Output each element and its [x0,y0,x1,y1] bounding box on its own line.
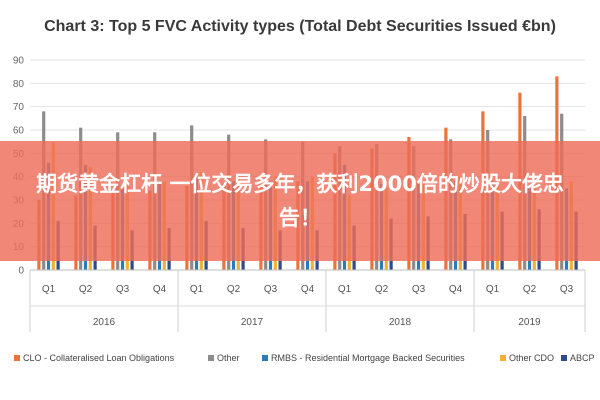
x-group-label: 2019 [518,317,541,328]
x-tick-label: Q4 [449,284,463,295]
legend-entry: ABCP [570,353,595,363]
x-tick-label: Q2 [227,284,241,295]
promo-banner-text: 期货黄金杠杆 一位交易多年，获利2000倍的炒股大佬忠告！ [36,172,564,230]
x-tick-label: Q1 [338,284,352,295]
legend-entry: RMBS - Residential Mortgage Backed Secur… [271,353,465,363]
x-group-label: 2018 [389,317,412,328]
x-tick-label: Q3 [560,284,574,295]
legend: CLO - Collateralised Loan Obligations Oth… [14,353,595,363]
x-tick-label: Q1 [486,284,500,295]
x-tick-label: Q4 [301,284,315,295]
legend-swatch [500,355,506,361]
legend-entry: CLO - Collateralised Loan Obligations [23,353,175,363]
x-tick-label: Q3 [116,284,130,295]
chart-title: Chart 3: Top 5 FVC Activity types (Total… [44,18,556,35]
x-group-label: 2016 [93,317,116,328]
x-tick-label: Q1 [42,284,56,295]
x-group-label: 2017 [241,317,264,328]
x-tick-label: Q4 [153,284,167,295]
x-axis: Q1 Q2 Q3 Q4 Q1 Q2 Q3 Q4 Q1 Q2 Q3 Q4 Q1 Q2 Q3 2016 2017 20… [29,269,586,332]
y-tick-label: 80 [13,79,25,90]
y-tick-label: 60 [13,126,25,137]
x-tick-label: Q2 [523,284,537,295]
legend-swatch [208,355,214,361]
x-tick-label: Q3 [412,284,426,295]
y-tick-label: 0 [18,266,24,277]
promo-banner[interactable]: 期货黄金杠杆 一位交易多年，获利2000倍的炒股大佬忠告！ [0,141,600,261]
y-tick-label: 90 [13,56,25,67]
x-tick-label: Q1 [190,284,204,295]
legend-swatch [14,355,20,361]
x-tick-label: Q2 [79,284,93,295]
x-tick-label: Q2 [375,284,389,295]
legend-swatch [561,355,567,361]
y-tick-label: 70 [13,102,25,113]
legend-entry: Other [217,353,240,363]
legend-swatch [262,355,268,361]
legend-entry: Other CDO [509,353,554,363]
x-tick-label: Q3 [264,284,278,295]
